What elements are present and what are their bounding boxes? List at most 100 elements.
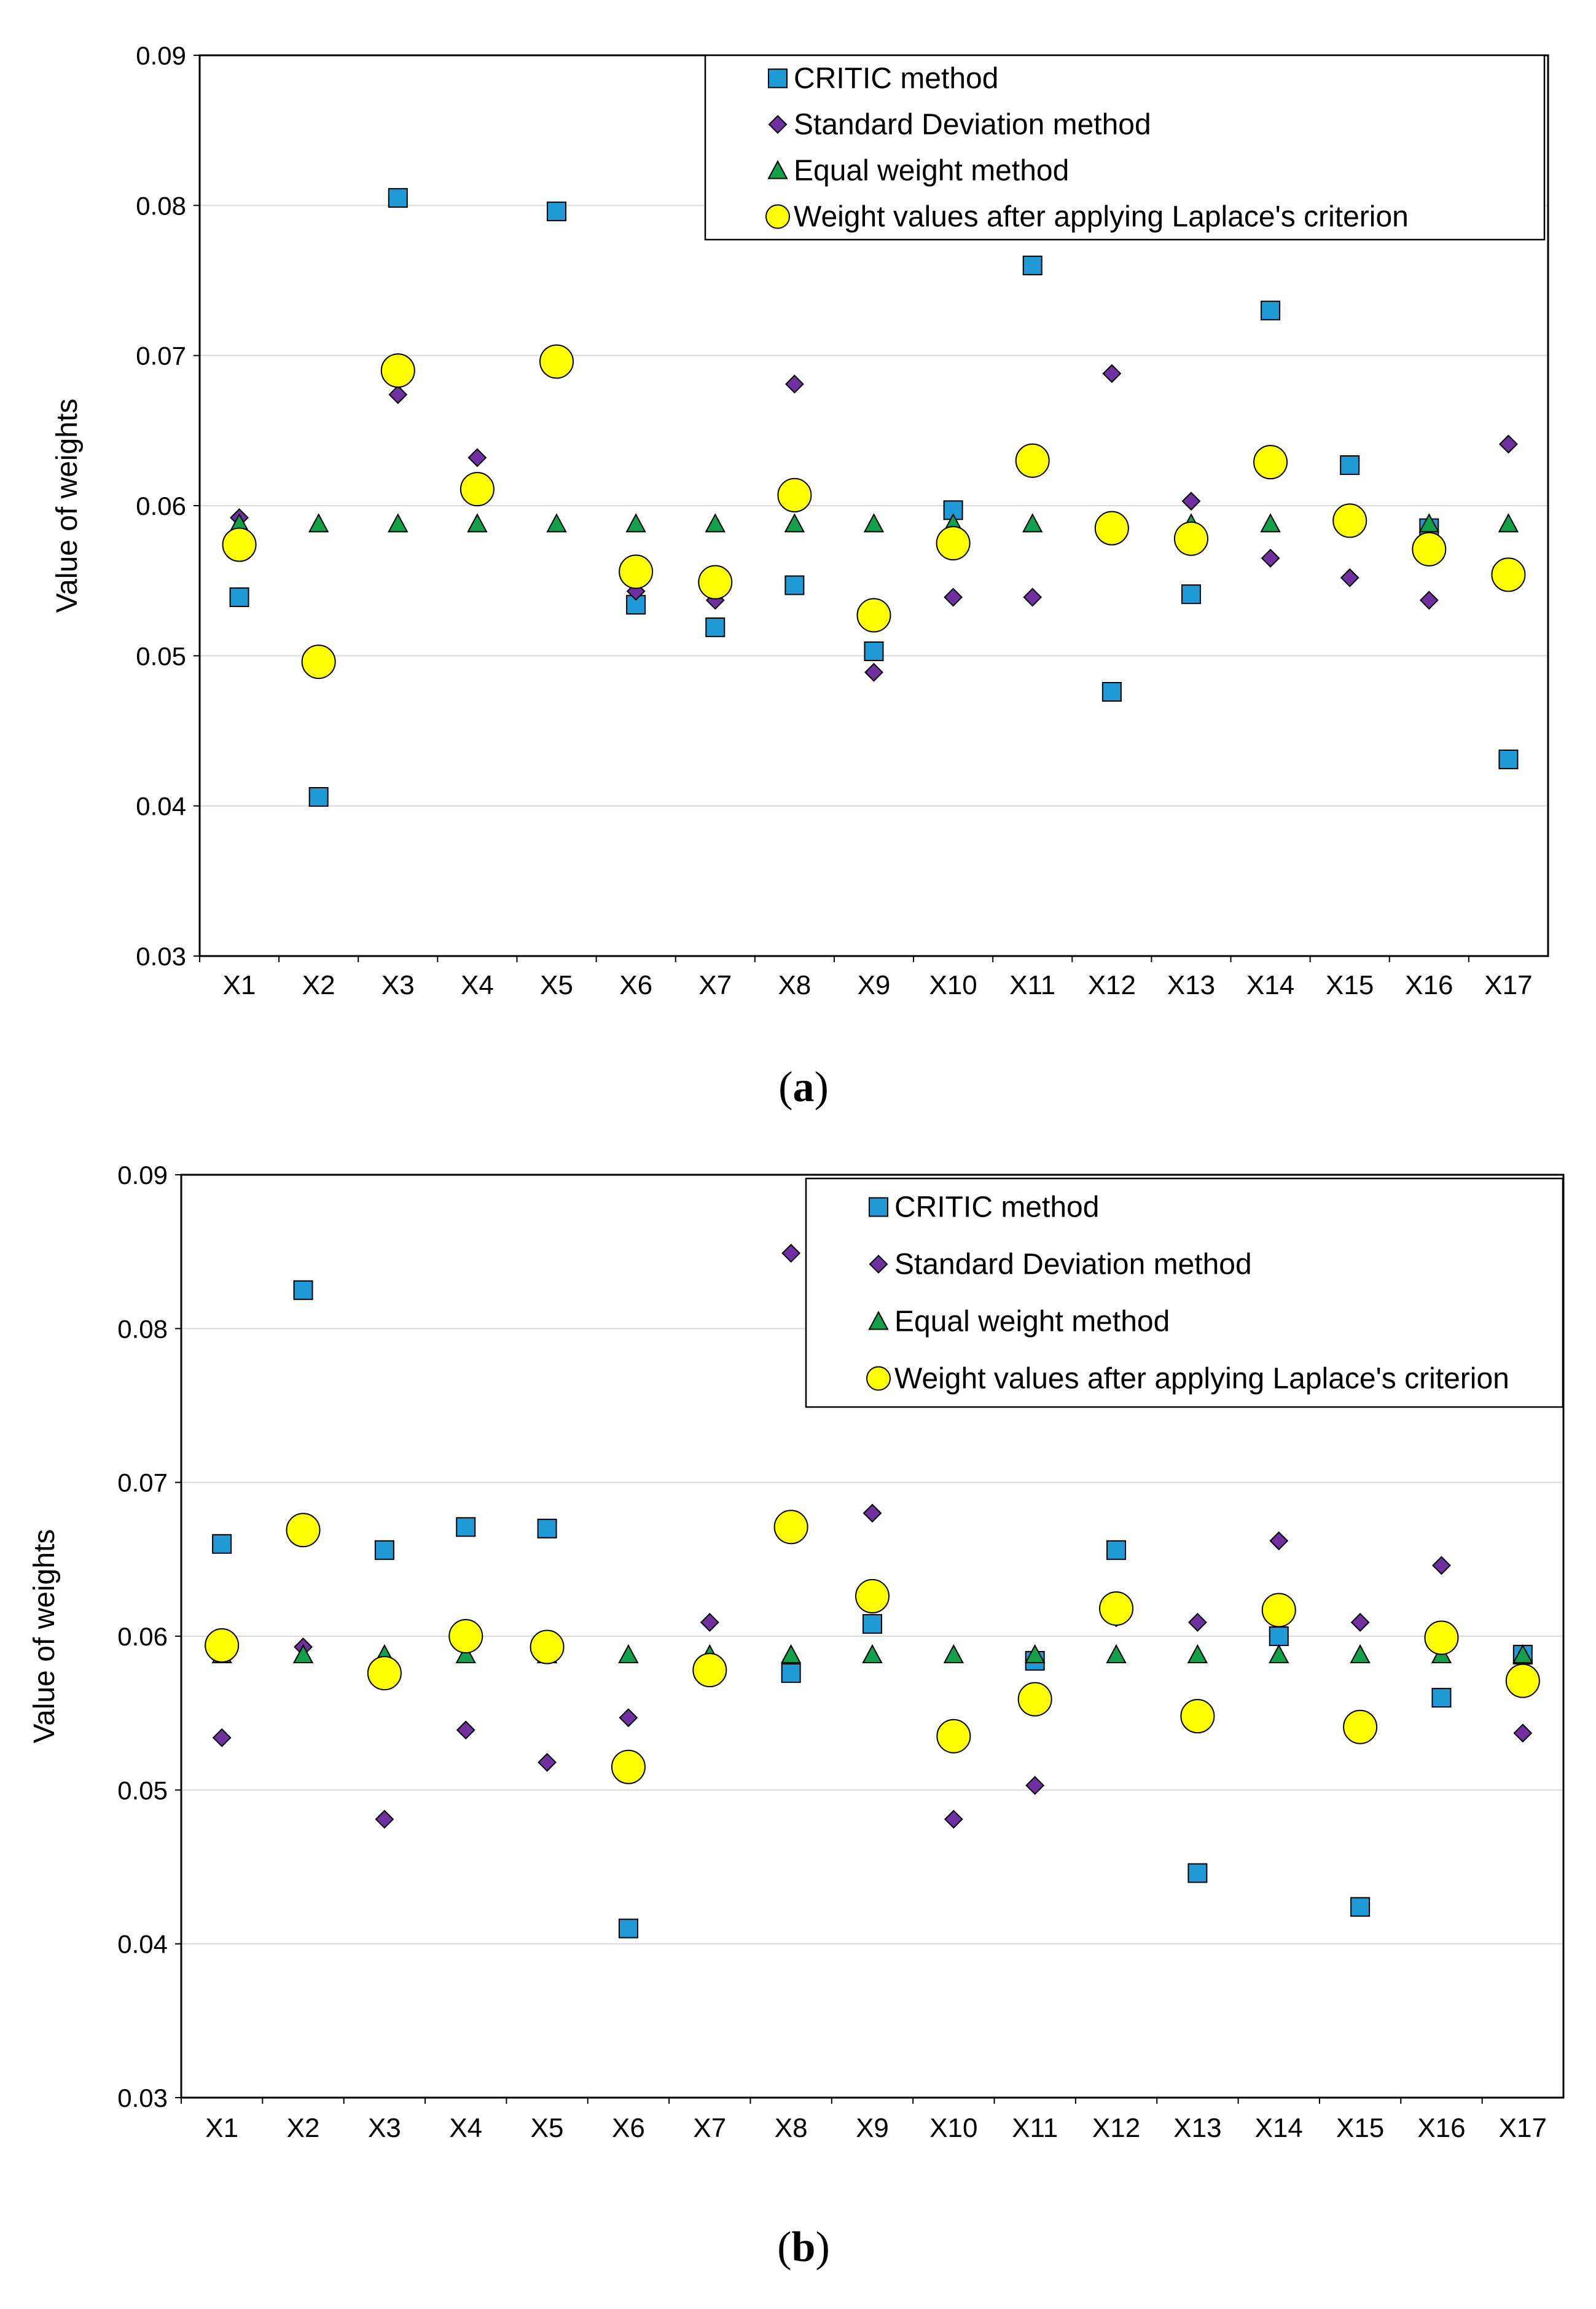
- legend-marker: [768, 68, 788, 88]
- data-point: [212, 1534, 232, 1554]
- data-point: [705, 513, 726, 533]
- data-point: [286, 1513, 321, 1548]
- series-triangle-markers: [229, 513, 1519, 533]
- data-point: [944, 1809, 963, 1829]
- data-point: [539, 344, 574, 379]
- data-point: [388, 513, 409, 533]
- legend-label: Equal weight method: [794, 155, 1069, 187]
- y-axis-label: Value of weights: [28, 1529, 61, 1744]
- legend-label: CRITIC method: [794, 63, 998, 95]
- data-point: [1491, 557, 1526, 592]
- x-tick-label: X4: [449, 2113, 482, 2143]
- y-tick-label: 0.08: [117, 1314, 168, 1343]
- data-point: [538, 1752, 557, 1772]
- data-point: [1340, 568, 1359, 587]
- data-point: [1023, 587, 1042, 607]
- data-point: [367, 1656, 402, 1691]
- data-point: [1022, 513, 1043, 533]
- data-point: [1180, 1699, 1215, 1734]
- x-tick-label: X6: [619, 970, 652, 1000]
- x-tick-label: X5: [531, 2113, 564, 2143]
- data-point: [1099, 1591, 1134, 1626]
- x-tick-label: X7: [693, 2113, 726, 2143]
- data-point: [692, 1653, 727, 1688]
- x-tick-label: X11: [1012, 2113, 1058, 2143]
- data-point: [1261, 549, 1280, 568]
- data-point: [292, 1644, 314, 1664]
- y-tick-label: 0.07: [117, 1468, 168, 1497]
- data-point: [1187, 1613, 1207, 1632]
- data-point: [1017, 1682, 1052, 1717]
- data-point: [375, 1809, 394, 1829]
- data-point: [530, 1629, 565, 1664]
- y-axis-ticks: 0.03 0.04 0.05 0.06 0.07 0.08 0.09: [136, 41, 200, 971]
- data-point: [1350, 1644, 1371, 1664]
- data-point: [1187, 1644, 1208, 1664]
- data-point: [781, 1663, 801, 1684]
- y-tick-label: 0.07: [136, 342, 186, 370]
- x-tick-label: X12: [1092, 2113, 1140, 2143]
- series-diamond-markers: [212, 1244, 1533, 1829]
- data-point: [1431, 1688, 1452, 1708]
- panel-label: b: [792, 2224, 816, 2271]
- data-point: [537, 1518, 557, 1539]
- data-point: [388, 188, 408, 208]
- data-point: [863, 513, 885, 533]
- data-point: [864, 641, 884, 662]
- y-tick-label: 0.09: [136, 41, 186, 70]
- data-point: [625, 513, 646, 533]
- legend-label: Weight values after applying Laplace's c…: [794, 201, 1409, 233]
- x-tick-label: X9: [858, 970, 891, 1000]
- data-point: [1102, 364, 1122, 383]
- x-tick-label: X14: [1246, 970, 1294, 1000]
- x-tick-label: X3: [381, 970, 415, 1000]
- y-tick-label: 0.08: [136, 191, 186, 220]
- x-tick-label: X5: [540, 970, 573, 1000]
- x-tick-label: X14: [1255, 2113, 1303, 2143]
- data-point: [455, 1644, 476, 1664]
- data-point: [547, 202, 567, 222]
- y-tick-label: 0.03: [117, 2084, 168, 2112]
- x-tick-label: X16: [1417, 2113, 1465, 2143]
- x-tick-label: X1: [205, 2113, 238, 2143]
- data-point: [784, 513, 805, 533]
- data-point: [1269, 1531, 1289, 1551]
- y-tick-label: 0.05: [117, 1776, 168, 1805]
- series-circle-markers: [205, 1510, 1540, 1784]
- data-point: [456, 1517, 476, 1537]
- x-tick-label: X4: [461, 970, 494, 1000]
- y-tick-label: 0.05: [136, 641, 186, 670]
- data-point: [293, 1280, 313, 1300]
- data-point: [374, 1540, 394, 1560]
- data-point: [1418, 513, 1439, 533]
- data-point: [1022, 256, 1042, 276]
- data-point: [1015, 443, 1050, 478]
- legend-box: [805, 1177, 1564, 1408]
- data-point: [1343, 1709, 1378, 1744]
- x-tick-label: X3: [368, 2113, 401, 2143]
- legend: CRITIC method Standard Deviation method Eq…: [805, 1177, 1564, 1408]
- y-tick-label: 0.06: [136, 492, 186, 520]
- data-point: [619, 1708, 638, 1728]
- data-point: [1499, 434, 1518, 454]
- legend-marker: [866, 1366, 891, 1391]
- x-axis-ticks: X1 X2 X3 X4 X5 X6 X7 X8 X9 X10 X11 X12 X13 X14 X15 X16 X…: [181, 2098, 1547, 2143]
- data-point: [1106, 1644, 1127, 1664]
- y-axis-ticks: 0.03 0.04 0.05 0.06 0.07 0.08 0.09: [117, 1161, 181, 2112]
- gridlines: [181, 1328, 1563, 1945]
- data-point: [1260, 513, 1281, 533]
- data-point: [619, 554, 654, 589]
- data-point: [308, 513, 329, 533]
- y-tick-label: 0.04: [136, 792, 186, 821]
- x-axis-ticks: X1 X2 X3 X4 X5 X6 X7 X8 X9 X10 X11 X12 X13 X14 X15 X16 X…: [199, 956, 1533, 1000]
- x-tick-label: X17: [1484, 970, 1532, 1000]
- data-point: [773, 1510, 808, 1545]
- data-point: [863, 1613, 882, 1634]
- legend-label: Standard Deviation method: [894, 1249, 1252, 1281]
- panel-caption: (a): [778, 1064, 829, 1111]
- data-point: [1173, 521, 1208, 556]
- data-point: [784, 374, 804, 394]
- data-point: [212, 1728, 232, 1747]
- x-tick-label: X8: [778, 970, 811, 1000]
- x-tick-label: X9: [856, 2113, 889, 2143]
